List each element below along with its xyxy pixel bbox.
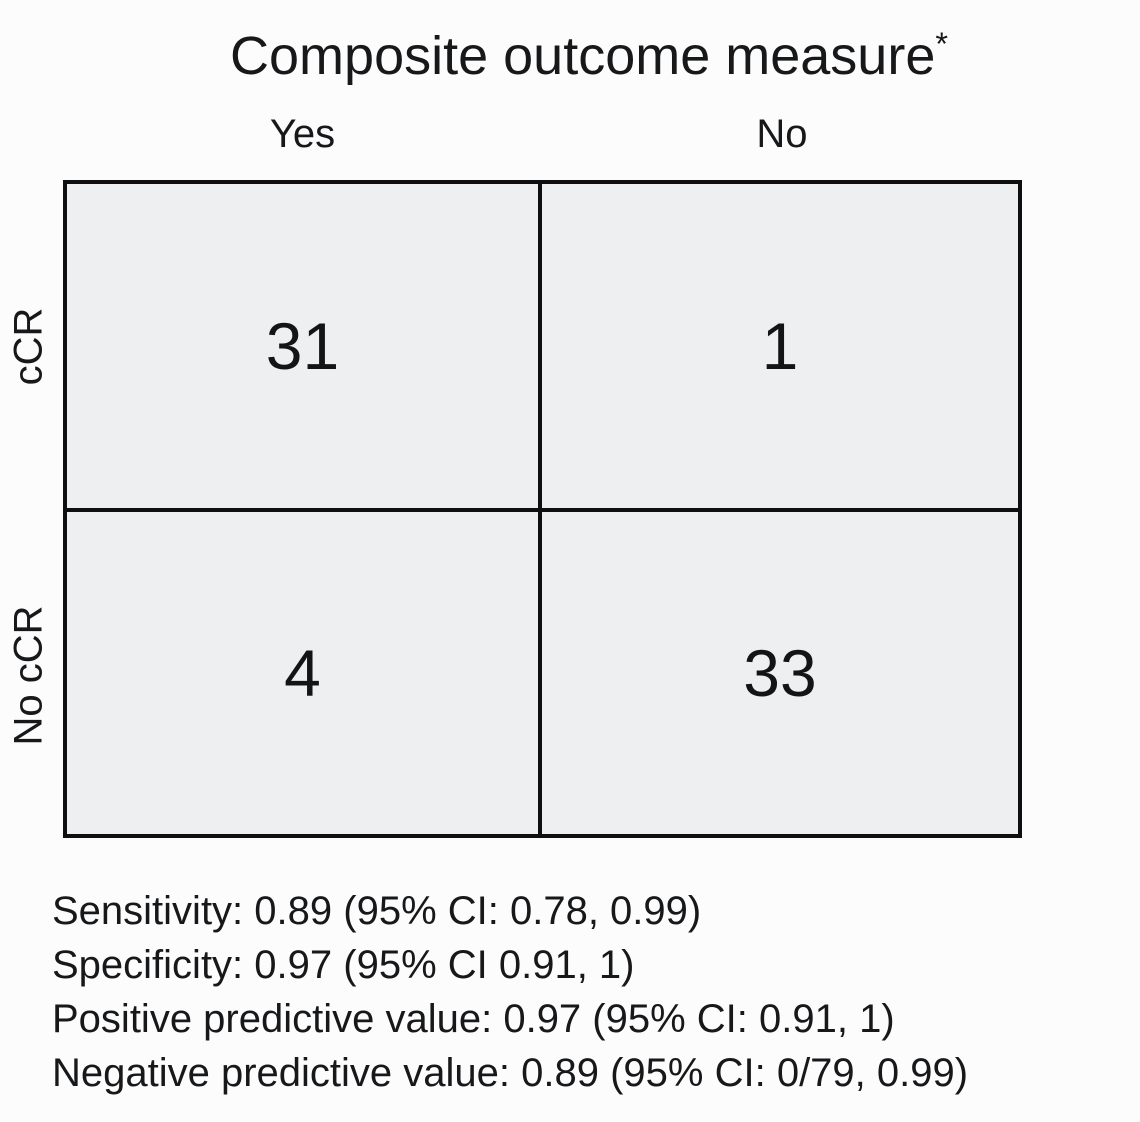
row-label-no-ccr-box: No cCR — [0, 512, 58, 838]
column-header-yes: Yes — [269, 112, 336, 156]
stat-positive-predictive-value: Positive predictive value: 0.97 (95% CI:… — [52, 997, 895, 1041]
row-label-no-ccr: No cCR — [6, 604, 51, 746]
column-header-no: No — [756, 112, 808, 156]
figure-title: Composite outcome measure* — [63, 24, 1115, 89]
figure-title-text: Composite outcome measure — [230, 26, 936, 86]
stat-sensitivity: Sensitivity: 0.89 (95% CI: 0.78, 0.99) — [52, 889, 702, 933]
cell-ccr-yes: 31 — [67, 184, 542, 512]
row-label-ccr-box: cCR — [0, 180, 58, 512]
statistics-block: Sensitivity: 0.89 (95% CI: 0.78, 0.99) S… — [52, 884, 968, 1100]
cell-ccr-no: 1 — [542, 184, 1018, 512]
contingency-table: 31 1 4 33 — [63, 180, 1022, 838]
row-label-ccr: cCR — [6, 307, 51, 385]
figure-title-asterisk: * — [935, 26, 948, 62]
cell-no-ccr-yes: 4 — [67, 512, 542, 834]
stat-negative-predictive-value: Negative predictive value: 0.89 (95% CI:… — [52, 1051, 969, 1095]
stat-specificity: Specificity: 0.97 (95% CI 0.91, 1) — [52, 943, 635, 987]
cell-no-ccr-no: 33 — [542, 512, 1018, 834]
